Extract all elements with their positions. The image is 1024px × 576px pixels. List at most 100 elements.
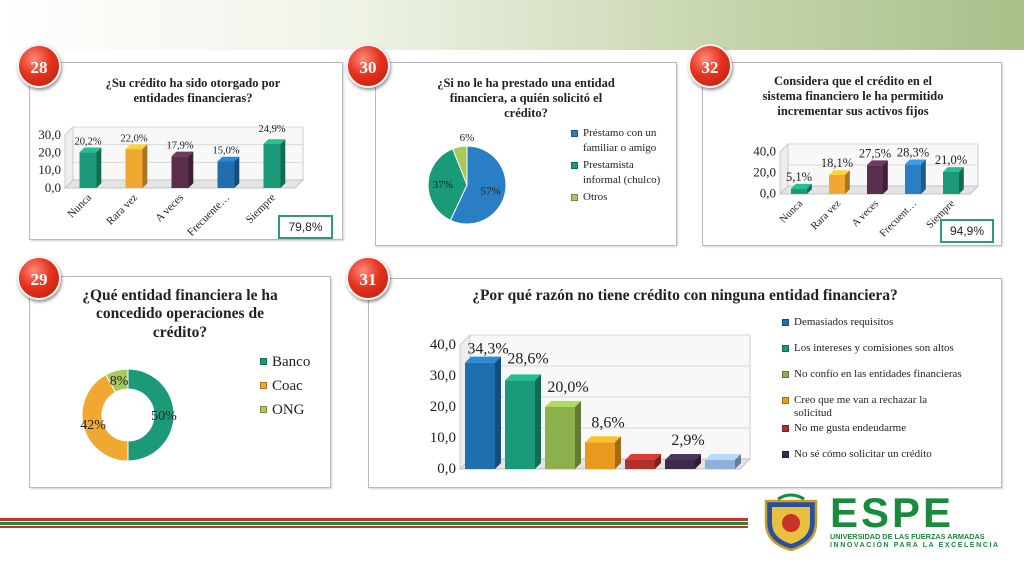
bar-front xyxy=(125,149,143,188)
bar-top xyxy=(125,144,148,150)
y-tick-label: 10,0 xyxy=(430,430,456,446)
y-tick-label: 30,0 xyxy=(38,127,61,142)
legend-item: Demasiados requisitos xyxy=(782,316,998,329)
espe-shield-emblem xyxy=(764,493,818,551)
y-tick-label: 0,0 xyxy=(760,186,776,201)
bar-top xyxy=(217,156,240,162)
panel-other-lender xyxy=(375,62,677,246)
legend-label: Banco xyxy=(272,354,311,370)
espe-logo-subtitle: UNIVERSIDAD DE LAS FUERZAS ARMADAS xyxy=(830,532,985,541)
y-tick-label: 20,0 xyxy=(38,145,61,160)
chart-side-wall xyxy=(64,125,74,190)
bar-top xyxy=(545,401,581,407)
bar-side xyxy=(188,151,194,188)
donut-slice xyxy=(81,374,129,462)
y-tick-label: 40,0 xyxy=(753,144,776,159)
espe-logo: ESPE UNIVERSIDAD DE LAS FUERZAS ARMADAS … xyxy=(760,492,1010,553)
donut-label: 42% xyxy=(80,418,106,433)
data-label: 21,0% xyxy=(935,153,967,167)
chart-title-29-line1: ¿Qué entidad financiera le ha xyxy=(82,287,278,304)
y-tick-label: 0,0 xyxy=(45,180,61,195)
pie-label: 37% xyxy=(433,179,453,191)
bar-side xyxy=(845,170,850,194)
legend-label: Otros xyxy=(583,191,608,203)
bar-chart-32: 0,0 20,0 40,0 5,1% Nunca 18,1% Rara vez 27,5% A … xyxy=(753,142,980,240)
badge-28: 28 xyxy=(17,44,61,88)
legend-swatch xyxy=(782,319,789,326)
data-label: 2,9% xyxy=(671,432,704,449)
bar-side xyxy=(280,139,286,188)
data-label: 20,2% xyxy=(74,137,101,148)
legend-item: No sé cómo solicitar un crédito xyxy=(782,448,998,461)
bar-front xyxy=(705,460,735,469)
bar-top xyxy=(705,454,741,461)
x-tick-label: Rara vez xyxy=(104,192,140,228)
legend-label: Demasiados requisitos xyxy=(794,316,894,328)
bar-top xyxy=(625,454,661,461)
data-label: 5,1% xyxy=(786,170,812,184)
legend-label: familiar o amigo xyxy=(583,142,657,154)
total-box-28: 79,8% xyxy=(278,215,333,239)
bar-top xyxy=(465,356,501,363)
data-label: 20,0% xyxy=(547,379,588,396)
legend-swatch xyxy=(260,358,267,365)
data-label: 22,0% xyxy=(120,133,147,144)
y-tick-label: 30,0 xyxy=(430,368,456,384)
pie-slice xyxy=(451,145,468,186)
chart-title-28: ¿Su crédito ha sido otorgado por entidad… xyxy=(70,76,316,106)
legend-swatch xyxy=(782,397,789,404)
data-label: 17,9% xyxy=(166,141,193,152)
legend-label: No sé cómo solicitar un crédito xyxy=(794,448,932,460)
bar-front xyxy=(665,460,695,469)
bar-front xyxy=(867,165,883,194)
legend-item: No confío en las entidades financieras xyxy=(782,368,998,381)
badge-31: 31 xyxy=(346,256,390,300)
chart-title-32-line2: sistema financiero le ha permitido xyxy=(762,88,944,103)
pie-slice xyxy=(427,148,468,221)
badge-32: 32 xyxy=(688,44,732,88)
bar-chart-28: 0,0 10,0 20,0 30,0 20,2% Nunca 22,0% Rara vez 17… xyxy=(38,124,305,239)
footer-stripe-red-2 xyxy=(0,526,748,528)
x-tick-label: Frecuent… xyxy=(878,198,919,239)
legend-swatch xyxy=(782,371,789,378)
bar-front xyxy=(171,156,189,188)
donut-label: 8% xyxy=(110,374,129,389)
data-label: 24,9% xyxy=(258,124,285,135)
x-tick-label: Frecuente… xyxy=(185,192,232,239)
legend-label: ONG xyxy=(272,402,305,418)
bar-front xyxy=(943,171,959,194)
x-tick-label: Nunca xyxy=(65,192,94,221)
legend-item: ONG xyxy=(260,398,330,422)
donut-chart-29: 50% 42% 8% xyxy=(80,368,177,462)
x-tick-label: Siempre xyxy=(244,192,278,226)
bar-top xyxy=(665,454,701,461)
x-tick-label: A veces xyxy=(153,192,186,225)
bar-front xyxy=(465,362,495,469)
bar-top xyxy=(791,183,812,189)
legend-swatch xyxy=(571,194,578,201)
legend-swatch xyxy=(260,382,267,389)
data-label: 28,6% xyxy=(507,350,548,367)
bar-front xyxy=(625,460,655,469)
panel-financial-entity xyxy=(29,276,331,488)
bar-top xyxy=(79,147,102,153)
bar-top xyxy=(585,436,621,443)
bar-side xyxy=(535,374,541,469)
data-label: 28,3% xyxy=(897,145,929,159)
chart-title-29: ¿Qué entidad financiera le ha concedido … xyxy=(60,287,300,342)
bar-side xyxy=(921,159,926,194)
bar-chart-31: 0,0 10,0 20,0 30,0 40,0 34,3%28,6% 20,0% 8,6% 2,… xyxy=(430,333,752,477)
chart-title-32-line1: Considera que el crédito en el xyxy=(774,74,932,88)
bar-side xyxy=(96,147,102,188)
chart-title-30-line1: ¿Si no le ha prestado una entidad xyxy=(437,76,615,90)
legend-swatch xyxy=(782,451,789,458)
chart-title-32: Considera que el crédito en el sistema f… xyxy=(738,74,968,118)
y-tick-label: 20,0 xyxy=(753,165,776,180)
chart-title-32-line3: incrementar sus activos fijos xyxy=(777,103,929,118)
legend-label: Préstamo con un xyxy=(583,127,657,139)
chart-title-29-line2: concedido operaciones de xyxy=(96,305,264,323)
donut-slice xyxy=(127,368,175,462)
bar-front xyxy=(585,442,615,469)
bar-top xyxy=(505,374,541,381)
x-tick-label: A veces xyxy=(850,198,881,229)
